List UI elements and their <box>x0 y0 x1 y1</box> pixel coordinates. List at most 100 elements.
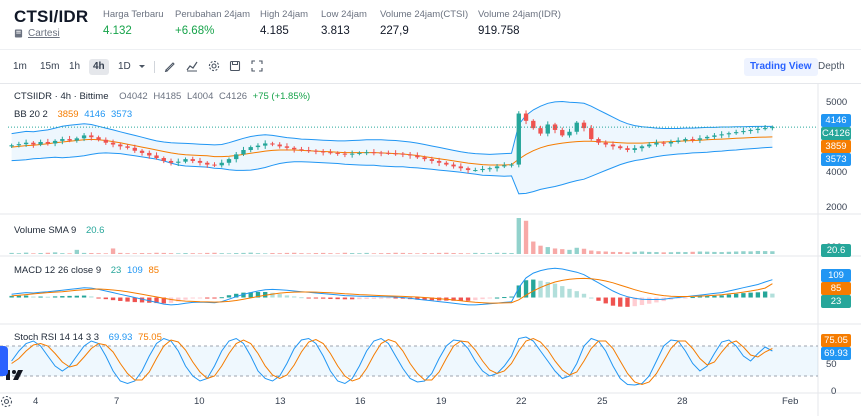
timeframe-15m[interactable]: 15m <box>40 61 60 72</box>
timeframe-1d[interactable]: 1D <box>118 61 131 72</box>
stat-value: 3.813 <box>321 25 350 37</box>
macd-histogram-bar <box>697 296 703 298</box>
macd-histogram-bar <box>226 295 232 298</box>
date-tick: 4 <box>33 396 39 407</box>
stat-value: 4.132 <box>103 25 132 37</box>
snapshot-icon[interactable] <box>229 60 241 72</box>
volume-bar <box>596 251 601 254</box>
volume-bar <box>697 251 703 254</box>
candle <box>292 147 297 150</box>
candle <box>574 122 579 132</box>
candle <box>668 141 674 144</box>
macd-histogram-bar <box>451 297 456 301</box>
volume-bar <box>552 248 558 254</box>
depth-tab[interactable]: Depth <box>818 61 845 72</box>
timeframe-1m[interactable]: 1m <box>13 61 27 72</box>
volume-bar <box>733 251 739 254</box>
volume-bar <box>16 253 22 254</box>
macd-histogram-bar <box>335 297 340 300</box>
candle <box>465 168 471 171</box>
volume-bar <box>625 252 630 254</box>
volume-bar <box>313 253 319 254</box>
timeframe-4h[interactable]: 4h <box>89 59 109 75</box>
macd-histogram-bar <box>255 291 261 298</box>
market-header: CTSI/IDR Cartesi Harga Terbaru 4.132 Per… <box>0 0 861 50</box>
candle <box>400 153 406 155</box>
candle <box>748 129 753 132</box>
candle <box>712 135 717 137</box>
trading-view-tab[interactable]: Trading View <box>744 58 818 76</box>
macd-signal-line <box>11 277 773 304</box>
stat-last-price: Harga Terbaru 4.132 <box>103 9 164 37</box>
macd-histogram-bar <box>762 291 768 298</box>
macd-histogram-bar <box>154 297 159 304</box>
bb-label: BB 20 2 <box>14 109 48 120</box>
candle <box>226 159 232 163</box>
macd-histogram-bar <box>400 297 406 299</box>
volume-bar <box>407 253 413 254</box>
legend-close: C4126 <box>219 91 248 102</box>
candle <box>719 134 724 136</box>
candle <box>436 160 442 163</box>
candle <box>168 160 174 163</box>
bb-lower-line <box>11 146 773 195</box>
volume-bar <box>52 252 58 254</box>
coin-info-link[interactable]: Cartesi <box>28 28 60 39</box>
stoch-label: Stoch RSI 14 14 3 3 <box>14 332 100 343</box>
volume-bar <box>632 251 637 254</box>
candle <box>407 154 413 156</box>
macd-histogram-bar <box>473 297 478 301</box>
macd-histogram-bar <box>676 297 681 299</box>
candle <box>632 148 637 150</box>
settings-icon[interactable] <box>208 60 220 72</box>
indicator-icon[interactable] <box>186 60 198 72</box>
macd-histogram-bar <box>690 297 695 299</box>
stat-label: Volume 24jam(CTSI) <box>380 9 469 20</box>
volume-bar <box>473 252 478 254</box>
scroll-left-handle[interactable] <box>0 346 8 376</box>
chart-canvas[interactable] <box>0 84 861 416</box>
candle <box>552 124 558 130</box>
macd-histogram-bar <box>552 283 558 298</box>
volume-bar <box>349 253 355 254</box>
volume-bar <box>502 252 507 254</box>
volume-bar <box>704 251 710 254</box>
macd-histogram-bar <box>393 297 398 299</box>
gear-icon[interactable] <box>0 395 13 408</box>
draw-icon[interactable] <box>164 60 176 72</box>
macd-hist-pill: 23 <box>821 295 851 308</box>
chart-panel[interactable]: CTSIIDR · 4h · Bittime O4042 H4185 L4004… <box>0 83 861 416</box>
candle <box>683 139 688 141</box>
candle <box>364 152 369 154</box>
macd-histogram-bar <box>23 295 29 298</box>
candle <box>487 168 492 170</box>
volume-bar <box>67 253 72 254</box>
candle <box>494 166 500 169</box>
macd-histogram-bar <box>538 280 543 298</box>
candle <box>31 142 36 145</box>
bb-basis-pill: 3859 <box>821 140 851 153</box>
macd-histogram-bar <box>110 297 116 301</box>
bb-upper-line <box>11 100 773 155</box>
macd-histogram-bar <box>632 297 637 307</box>
volume-bar <box>263 253 268 254</box>
volume-bar <box>234 253 239 254</box>
macd-histogram-bar <box>509 296 514 298</box>
macd-histogram-bar <box>241 292 246 298</box>
macd-histogram-bar <box>589 297 594 299</box>
legend-change: +75 (+1.85%) <box>252 91 311 102</box>
macd-histogram-bar <box>45 296 51 298</box>
candle <box>589 128 594 140</box>
volume-bar <box>639 251 645 254</box>
chevron-down-icon[interactable] <box>138 60 146 72</box>
macd-histogram-bar <box>523 280 529 298</box>
candle <box>263 143 268 146</box>
timeframe-1h[interactable]: 1h <box>69 61 81 72</box>
macd-histogram-bar <box>748 292 753 298</box>
fullscreen-icon[interactable] <box>251 60 263 72</box>
volume-bar <box>342 252 348 254</box>
volume-bar <box>320 252 326 254</box>
price-tick: 4000 <box>826 167 848 178</box>
volume-bar <box>748 251 753 254</box>
macd-histogram-bar <box>9 295 14 298</box>
